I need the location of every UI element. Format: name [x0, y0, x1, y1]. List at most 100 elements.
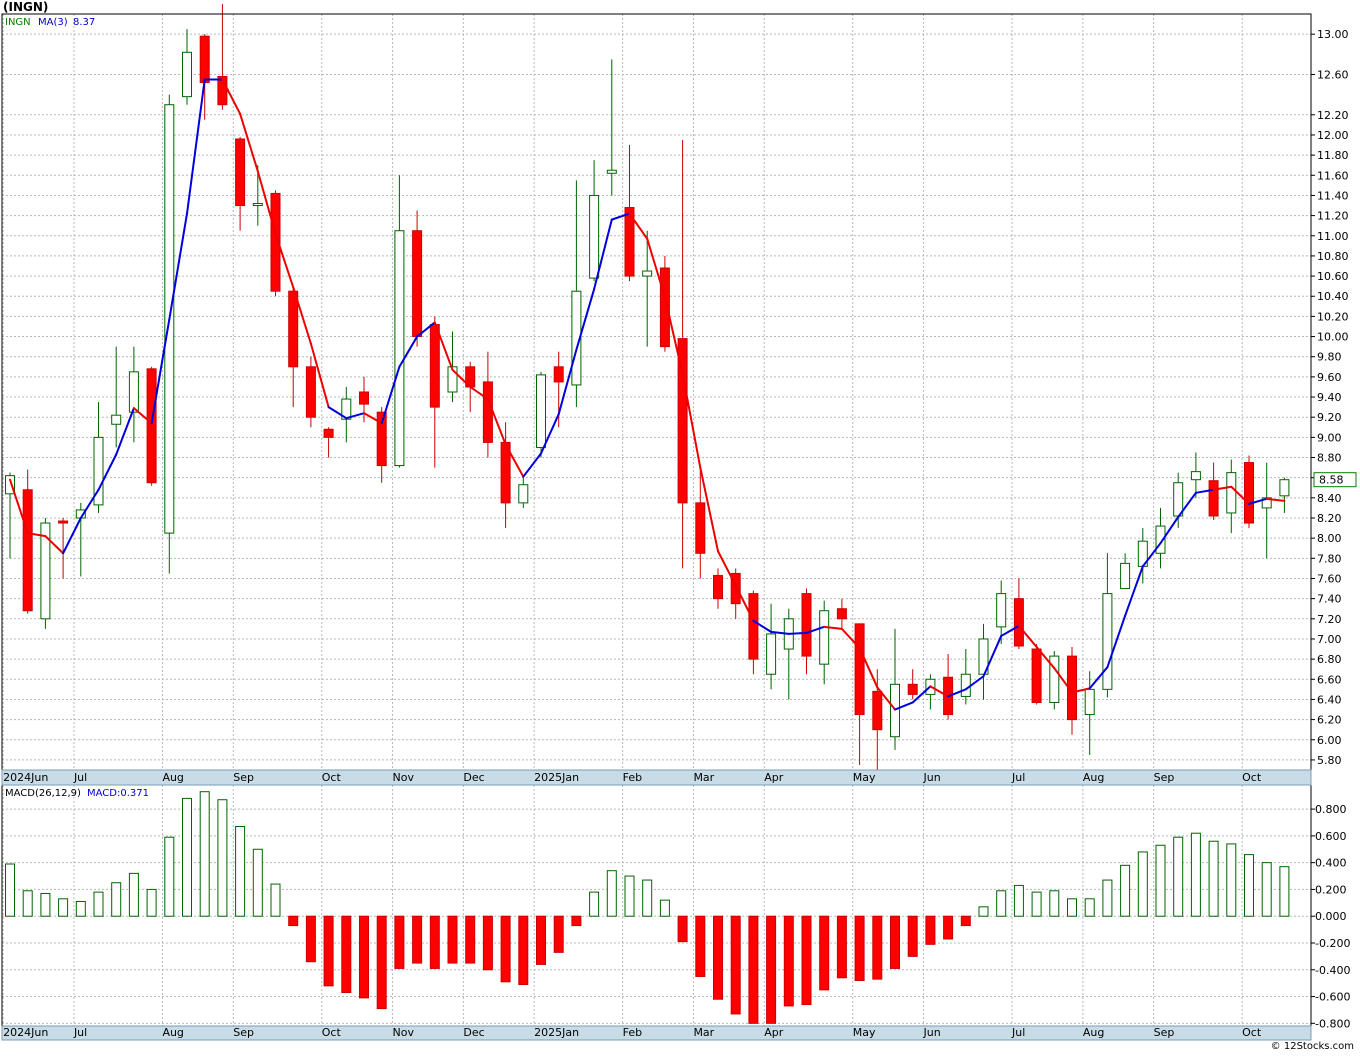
- candle-body: [40, 522, 51, 620]
- price-y-tick-label: 6.40: [1317, 693, 1342, 706]
- macd-y-tick-label: -0.800: [1315, 1017, 1350, 1030]
- ma-segment: [894, 701, 914, 711]
- macd-bar: [677, 915, 688, 943]
- price-y-tick-label: 8.20: [1317, 512, 1342, 525]
- candle-body: [482, 381, 493, 443]
- price-month-label: Dec: [463, 771, 484, 784]
- candle-body: [128, 371, 139, 413]
- macd-bar: [164, 836, 175, 917]
- macd-bar: [323, 915, 334, 987]
- candle-body: [323, 428, 334, 438]
- macd-month-label: Mar: [693, 1026, 714, 1039]
- macd-month-label: Aug: [162, 1026, 183, 1039]
- ma-segment: [1265, 497, 1286, 502]
- macd-bar: [730, 915, 741, 1015]
- macd-bar: [943, 915, 954, 940]
- ma-segment: [699, 466, 719, 553]
- ma-segment: [115, 407, 135, 456]
- macd-bar: [465, 915, 476, 964]
- price-panel-grid: [2, 14, 1311, 770]
- ma-segment: [947, 688, 967, 698]
- candle-body: [93, 436, 104, 506]
- macd-legend-name: MACD(26,12,9): [5, 788, 81, 799]
- ma-segment: [540, 413, 560, 455]
- macd-bar: [128, 872, 139, 917]
- candle-body: [589, 194, 600, 279]
- price-month-label: Aug: [1083, 771, 1104, 784]
- legends: INGN MA(3) 8.37 MACD(26,12,9) MACD:0.371: [5, 17, 149, 799]
- ma-segment: [433, 321, 454, 371]
- macd-bar: [288, 915, 299, 927]
- ma-segment: [1194, 488, 1215, 494]
- ma-segment: [398, 335, 419, 368]
- macd-bar: [659, 899, 670, 917]
- candle-body: [695, 502, 706, 554]
- macd-month-label: 2024Jun: [3, 1026, 48, 1039]
- price-y-tick-label: 9.40: [1317, 391, 1342, 404]
- candle-body: [412, 230, 423, 338]
- price-legend-symbol: INGN: [5, 17, 31, 28]
- price-y-tick-label: 10.00: [1317, 331, 1349, 344]
- macd-bar: [907, 915, 918, 957]
- macd-bar: [235, 826, 246, 917]
- ma-segment: [62, 517, 82, 555]
- macd-bar: [1155, 844, 1166, 917]
- macd-bar: [1102, 879, 1113, 917]
- macd-month-label: May: [853, 1026, 876, 1039]
- price-month-label: Jul: [73, 771, 87, 784]
- macd-bar: [1244, 854, 1254, 917]
- ma-segment: [44, 535, 65, 555]
- macd-bar: [589, 891, 600, 917]
- macd-bars: [5, 791, 1290, 1024]
- ma-segment: [79, 488, 100, 519]
- candle-body: [1190, 471, 1201, 481]
- macd-y-tick-label: -0.400: [1315, 964, 1350, 977]
- macd-bar: [536, 915, 546, 965]
- price-month-band: [1, 769, 1312, 786]
- last-price-box: [1313, 472, 1357, 488]
- candle-body: [305, 366, 316, 418]
- macd-bar: [766, 915, 777, 1024]
- ma-segment: [486, 398, 507, 446]
- macd-month-label: Nov: [393, 1026, 415, 1039]
- price-legend-ma-value: 8.37: [73, 17, 95, 28]
- macd-bar: [1120, 864, 1131, 917]
- ma-segment: [1212, 485, 1233, 491]
- price-y-tick-label: 7.20: [1317, 613, 1342, 626]
- macd-month-label: Jul: [73, 1026, 87, 1039]
- macd-bar: [447, 915, 458, 964]
- candle-body: [235, 138, 246, 207]
- macd-bar: [819, 915, 830, 991]
- candle-body: [801, 593, 812, 657]
- candle-body: [288, 290, 299, 368]
- ma-segment: [292, 286, 312, 345]
- price-y-tick-label: 11.00: [1317, 230, 1349, 243]
- macd-bar: [606, 870, 617, 917]
- macd-bar: [624, 875, 635, 917]
- price-y-tick-label: 6.60: [1317, 673, 1342, 686]
- macd-bar: [5, 863, 15, 917]
- macd-month-label: Sep: [233, 1026, 254, 1039]
- ma-segment: [150, 318, 171, 425]
- macd-bar: [925, 915, 936, 945]
- price-candles: [5, 3, 1290, 770]
- price-y-tick-label: 10.20: [1317, 310, 1349, 323]
- price-y-tick-label: 10.60: [1317, 270, 1349, 283]
- ma-segment: [1017, 624, 1038, 649]
- ma-segment: [823, 625, 843, 630]
- macd-bar: [341, 915, 352, 994]
- ma-segment: [1141, 542, 1162, 568]
- macd-bar: [854, 915, 865, 981]
- macd-bar: [359, 915, 369, 999]
- ma-segment: [451, 368, 472, 388]
- macd-bar: [1031, 891, 1042, 917]
- price-y-tick-label: 7.00: [1317, 633, 1342, 646]
- candle-body: [659, 267, 670, 348]
- ma-segment: [1035, 646, 1056, 670]
- price-y-tick-label: 9.80: [1317, 351, 1342, 364]
- ma-segment: [309, 342, 330, 409]
- price-month-label: Mar: [693, 771, 714, 784]
- macd-bar: [1261, 862, 1272, 917]
- macd-y-tick-label: 0.200: [1315, 883, 1347, 896]
- macd-month-label: Oct: [322, 1026, 342, 1039]
